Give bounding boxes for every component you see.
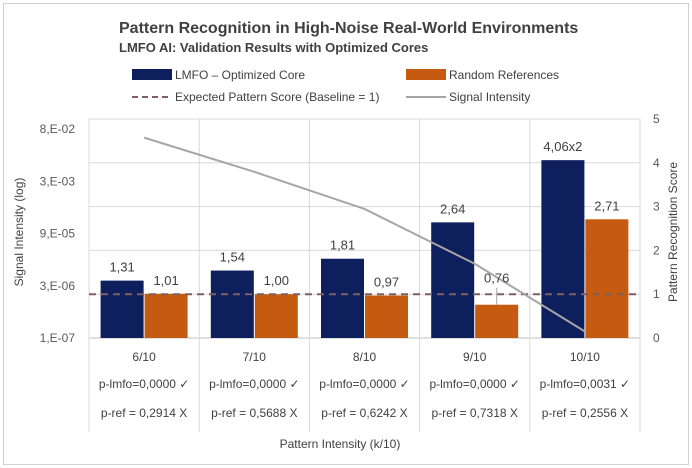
data-label-random: 0,97 (374, 275, 399, 290)
y-axis-left-title: Signal Intensity (log) (12, 178, 26, 287)
bar-random (475, 304, 519, 338)
p-lmfo-cell: p-lmfo=0,0000 ✓ (319, 377, 409, 391)
chart-frame: Pattern Recognition in High-Noise Real-W… (3, 3, 689, 465)
y-right-tick-label: 0 (653, 331, 660, 345)
legend-label-random: Random References (449, 68, 559, 82)
bar-lmfo (431, 222, 475, 338)
legend-label-signal: Signal Intensity (449, 90, 530, 104)
bar-lmfo (321, 258, 364, 338)
data-label-lmfo: 1,81 (330, 238, 355, 253)
category-table: 6/10 p-lmfo=0,0000 ✓ p-ref = 0,2914 X 7/10 p… (99, 350, 630, 420)
chart-svg: Pattern Recognition in High-Noise Real-W… (12, 20, 680, 451)
y-left-tick-label: 3,E-03 (40, 174, 76, 188)
legend-swatch-lmfo (132, 69, 172, 80)
y-left-tick-label: 3,E-06 (40, 279, 76, 293)
data-label-random: 0,76 (484, 271, 509, 286)
bar-random (585, 219, 629, 338)
p-lmfo-cell: p-lmfo=0,0000 ✓ (429, 377, 519, 391)
data-label-lmfo: 2,64 (440, 201, 465, 216)
data-label-lmfo: 1,54 (220, 250, 245, 265)
p-ref-cell: p-ref = 0,7318 X (432, 406, 518, 420)
x-tick-label: 8/10 (353, 350, 377, 364)
y-right-tick-label: 4 (653, 156, 660, 170)
axis-ticks: 5 4 3 2 1 0 8,E-02 3,E-03 9,E-05 3,E-06 1,E-07 (40, 112, 660, 345)
bar-random (144, 293, 188, 338)
data-label-random: 1,01 (153, 273, 178, 288)
y-right-tick-label: 2 (653, 243, 660, 257)
x-tick-label: 9/10 (463, 350, 487, 364)
chart-subtitle: LMFO AI: Validation Results with Optimiz… (119, 40, 428, 55)
data-label-random: 1,00 (264, 273, 289, 288)
p-ref-cell: p-ref = 0,5688 X (211, 406, 297, 420)
y-axis-right-title: Pattern Recognition Score (666, 162, 680, 302)
y-left-tick-label: 1,E-07 (40, 331, 76, 345)
data-label-lmfo: 1,31 (109, 260, 134, 275)
data-label-lmfo: 4,06x2 (543, 139, 582, 154)
x-tick-label: 6/10 (132, 350, 156, 364)
signal-intensity-line (143, 136, 586, 333)
legend: LMFO – Optimized Core Random References … (132, 68, 559, 104)
bar-lmfo (100, 280, 144, 338)
bar-lmfo (210, 270, 254, 338)
legend-swatch-random (406, 69, 446, 80)
data-labels: 1,31 1,54 1,81 2,64 4,06x2 1,01 1,00 0,97 0,76 2,… (109, 139, 620, 305)
p-lmfo-cell: p-lmfo=0,0000 ✓ (209, 377, 299, 391)
category-table-lines (88, 119, 641, 432)
x-tick-label: 7/10 (243, 350, 267, 364)
bar-lmfo (541, 160, 585, 338)
bar-random (365, 295, 408, 338)
p-ref-cell: p-ref = 0,2914 X (101, 406, 187, 420)
x-tick-label: 10/10 (570, 350, 600, 364)
p-ref-cell: p-ref = 0,2556 X (542, 406, 628, 420)
y-right-tick-label: 1 (653, 287, 660, 301)
series-lines (89, 136, 640, 333)
x-axis-title: Pattern Intensity (k/10) (280, 437, 401, 451)
y-right-tick-label: 3 (653, 200, 660, 214)
p-ref-cell: p-ref = 0,6242 X (321, 406, 407, 420)
bars (100, 160, 629, 338)
chart-title: Pattern Recognition in High-Noise Real-W… (119, 20, 578, 37)
bar-random (254, 294, 298, 338)
y-right-tick-label: 5 (653, 112, 660, 126)
p-lmfo-cell: p-lmfo=0,0031 ✓ (540, 377, 630, 391)
legend-label-baseline: Expected Pattern Score (Baseline = 1) (175, 90, 379, 104)
p-lmfo-cell: p-lmfo=0,0000 ✓ (99, 377, 189, 391)
y-left-tick-label: 9,E-05 (40, 227, 76, 241)
data-label-random: 2,71 (594, 198, 619, 213)
legend-label-lmfo: LMFO – Optimized Core (175, 68, 305, 82)
y-left-tick-label: 8,E-02 (40, 122, 76, 136)
